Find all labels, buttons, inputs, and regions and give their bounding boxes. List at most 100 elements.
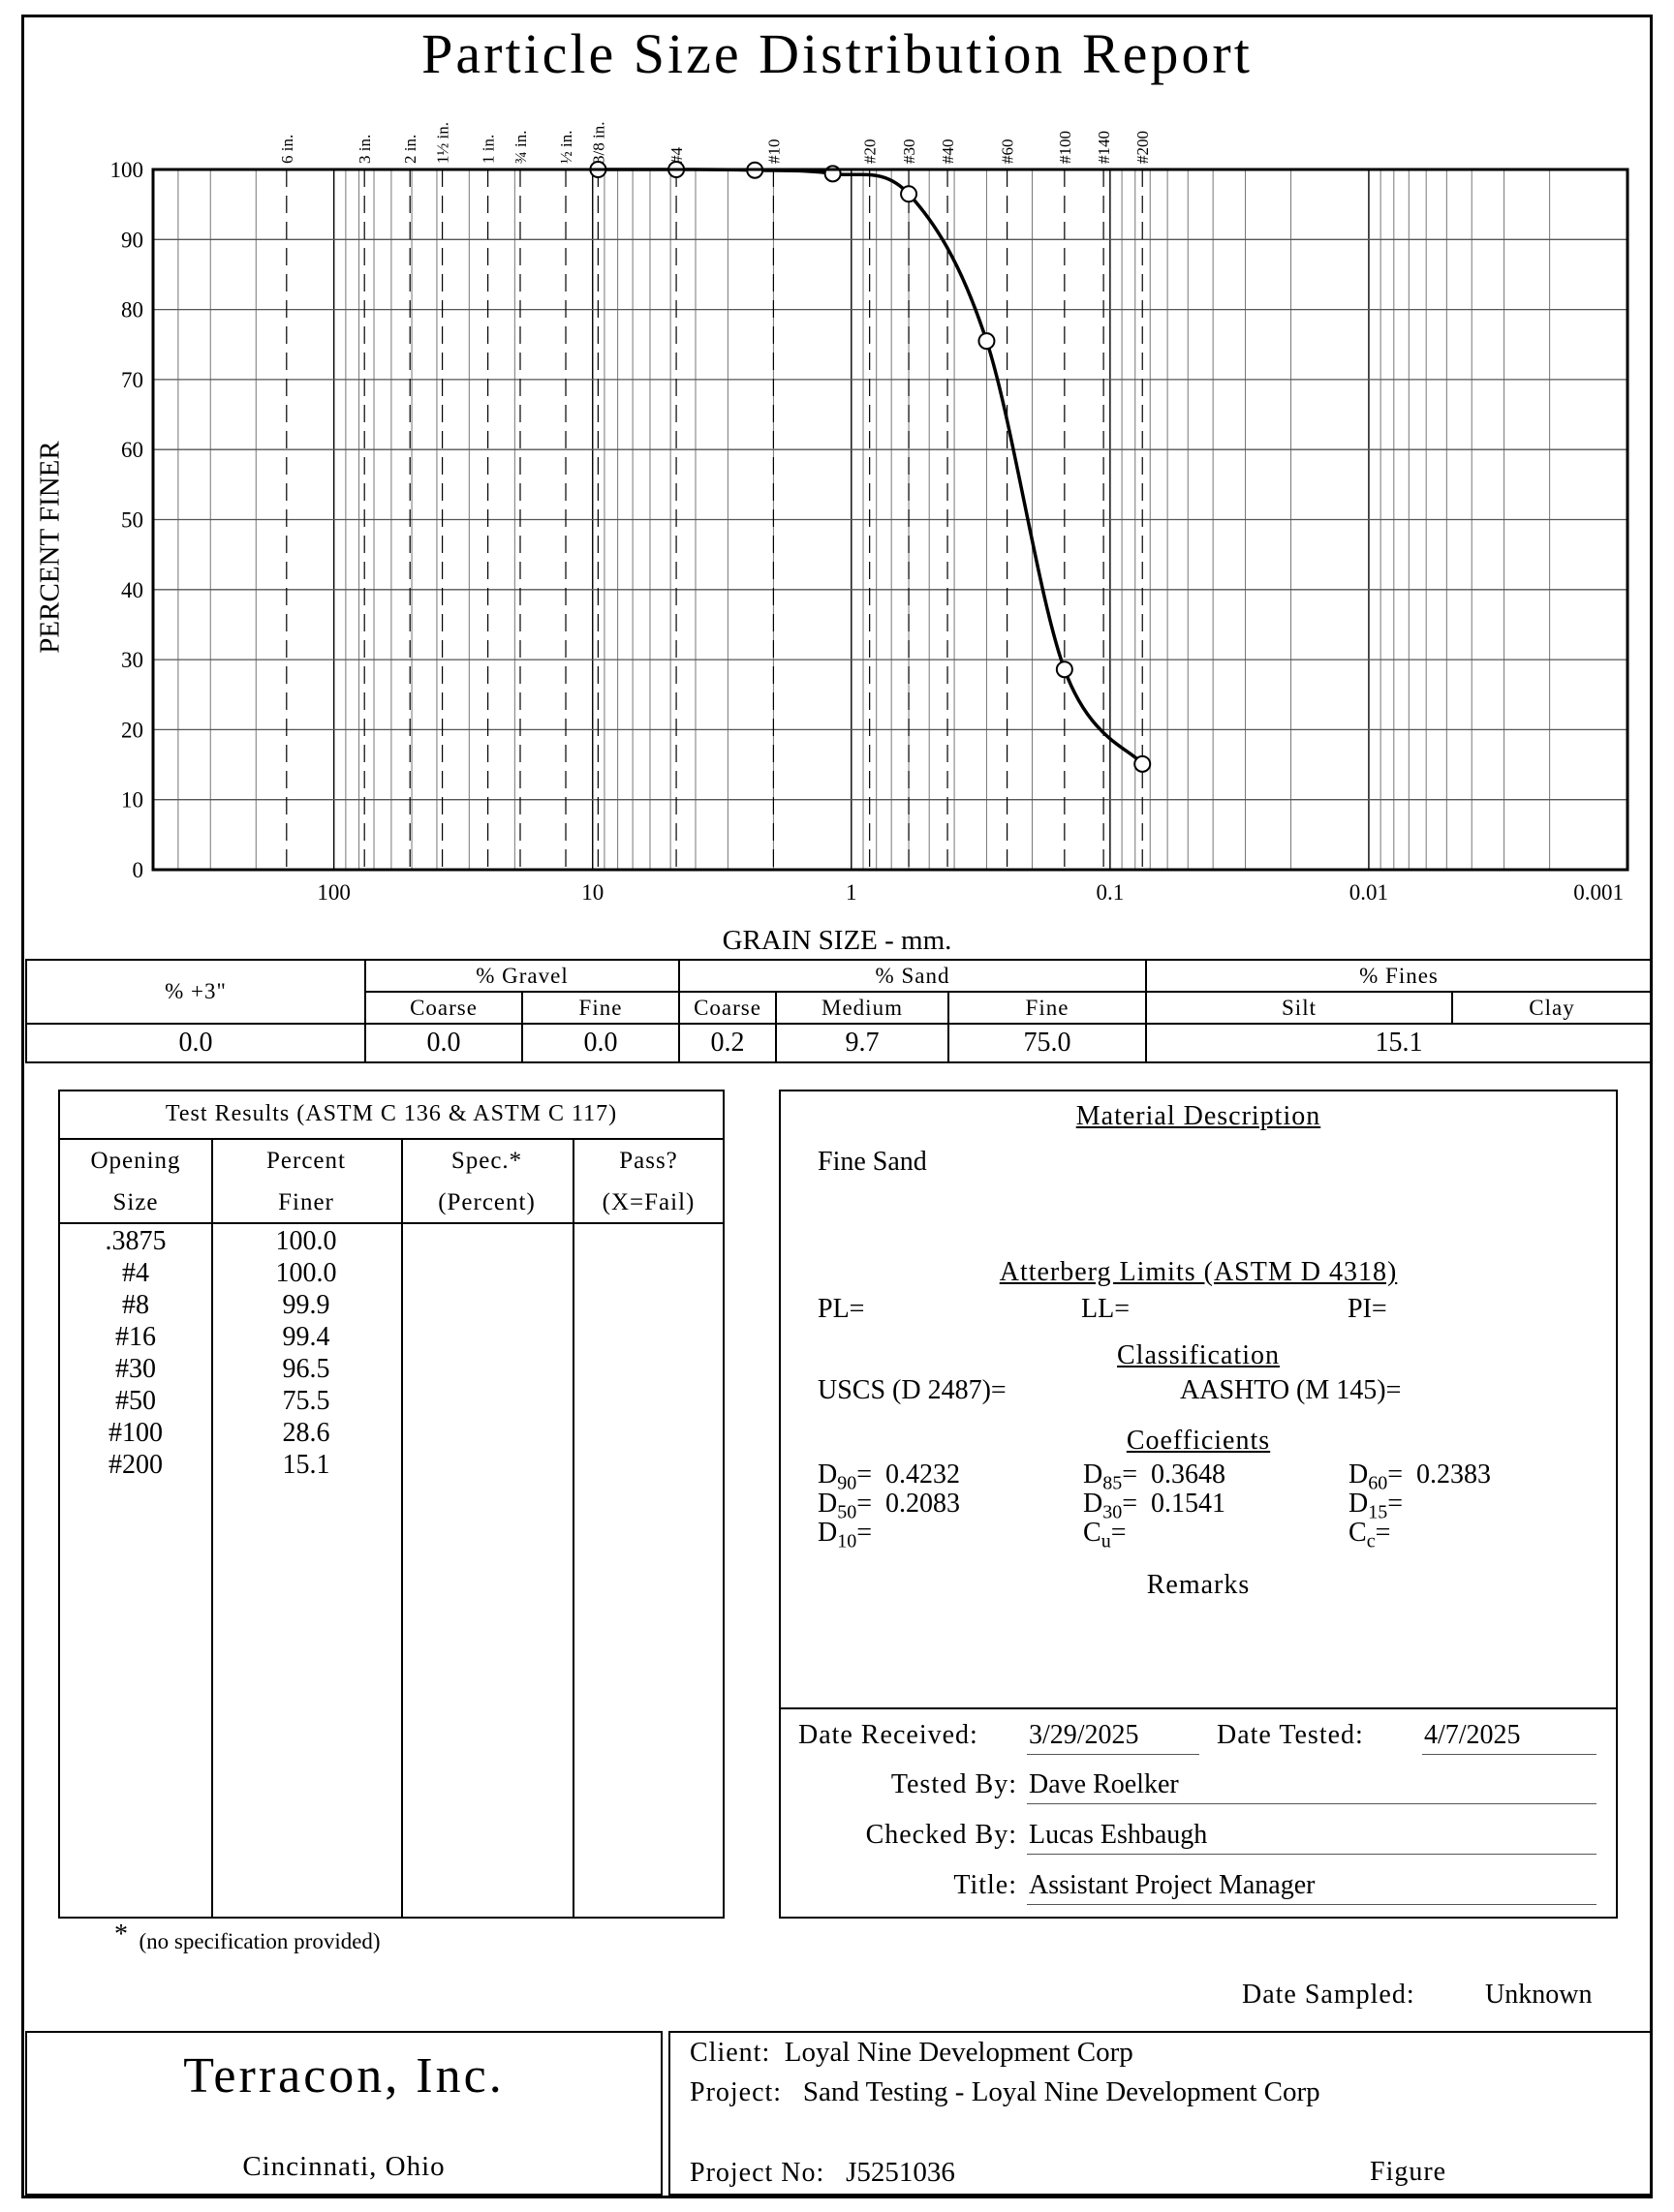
cu-coefficient: Cu= (1083, 1518, 1127, 1552)
spec-footnote: * (no specification provided) (114, 1920, 381, 1954)
fraction-table: % +3" % Gravel % Sand % Fines Coarse Fin… (25, 959, 1653, 1063)
material-description-box: Material Description Fine Sand Atterberg… (779, 1090, 1618, 1919)
tested-by-value: Dave Roelker (1029, 1769, 1179, 1799)
footnote-star: * (114, 1920, 128, 1950)
d50-value: 0.2083 (885, 1489, 961, 1519)
data-point (1133, 754, 1152, 773)
sand-medium-header: Medium (775, 991, 949, 1025)
x-tick-label: 0.001 (1573, 880, 1624, 905)
footnote-text: (no specification provided) (139, 1929, 381, 1953)
company-city: Cincinnati, Ohio (242, 2151, 446, 2182)
ll-label: LL= (1081, 1294, 1130, 1324)
report-title: Particle Size Distribution Report (421, 22, 1253, 85)
sieve-label: #20 (861, 139, 880, 165)
y-tick-label: 20 (121, 718, 143, 742)
date-sampled-value: Unknown (1485, 1980, 1593, 2010)
x-tick-label: 100 (317, 880, 351, 905)
sand-header: % Sand (678, 959, 1147, 993)
project-no-value: J5251036 (846, 2157, 955, 2188)
sand-coarse-header: Coarse (678, 991, 777, 1025)
sieve-label: #60 (999, 139, 1017, 165)
signature-divider (781, 1707, 1616, 1709)
sieve-label: ½ in. (557, 131, 575, 164)
table-row-finer: 75.5 (282, 1386, 330, 1416)
table-row-finer: 100.0 (275, 1226, 337, 1256)
y-tick-label: 100 (110, 158, 144, 182)
project-no-label: Project No: (690, 2158, 825, 2188)
d50-coefficient: D50= 0.2083 (818, 1489, 961, 1523)
project-label: Project: (690, 2077, 783, 2107)
sand-medium-value: 9.7 (775, 1023, 949, 1063)
d30-coefficient: D30= 0.1541 (1083, 1489, 1226, 1523)
sieve-label: 1 in. (480, 135, 498, 164)
sieve-label: ¾ in. (512, 131, 530, 164)
data-point (977, 332, 996, 351)
d30-value: 0.1541 (1151, 1489, 1226, 1519)
y-tick-label: 70 (121, 368, 143, 392)
title-label: Title: (953, 1870, 1017, 1900)
grain-size-chart: 6 in. 3 in. 2 in. 1½ in. 1 in. ¾ in. ½ in. 3/8 … (110, 122, 1629, 905)
d85-coefficient: D85= 0.3648 (1083, 1459, 1226, 1494)
table-row-size: #16 (115, 1322, 156, 1352)
company-box: Terracon, Inc. Cincinnati, Ohio (25, 2031, 663, 2196)
table-row-finer: 99.9 (282, 1290, 330, 1320)
date-tested-line (1422, 1754, 1596, 1755)
col-percent-finer-header: Percent Finer (266, 1148, 346, 1215)
checked-by-value: Lucas Eshbaugh (1029, 1820, 1208, 1850)
aashto-label: AASHTO (M 145)= (1180, 1375, 1402, 1405)
sieve-label: #10 (764, 139, 783, 165)
x-axis-label: GRAIN SIZE - mm. (722, 925, 952, 956)
figure-label: Figure (1370, 2157, 1447, 2187)
table-row-size: #4 (122, 1258, 149, 1288)
plot-area-border (151, 168, 1629, 872)
column-header-divider (60, 1222, 723, 1224)
clay-header: Clay (1451, 991, 1653, 1025)
sieve-label: #100 (1056, 131, 1074, 164)
y-tick-label: 90 (121, 228, 143, 252)
date-sampled-label: Date Sampled: (1242, 1980, 1415, 2010)
date-tested-label: Date Tested: (1217, 1720, 1364, 1750)
sieve-label: #4 (667, 147, 686, 165)
silt-header: Silt (1145, 991, 1453, 1025)
col-opening-size-header: Opening Size (90, 1148, 181, 1215)
d90-coefficient: D90= 0.4232 (818, 1459, 961, 1494)
y-axis-label: PERCENT FINER (34, 441, 66, 654)
gravel-header: % Gravel (364, 959, 680, 993)
remarks-header: Remarks (1146, 1570, 1251, 1600)
y-tick-label: 0 (133, 858, 144, 882)
y-tick-label: 60 (121, 438, 143, 462)
date-tested-value: 4/7/2025 (1424, 1720, 1521, 1750)
d60-coefficient: D60= 0.2383 (1348, 1459, 1492, 1494)
tested-by-label: Tested By: (890, 1769, 1017, 1799)
table-row-size: #8 (122, 1290, 149, 1320)
test-results-header: Test Results (ASTM C 136 & ASTM C 117) (165, 1101, 618, 1126)
d90-value: 0.4232 (885, 1459, 961, 1490)
finer-column: 100.0 100.0 99.9 99.4 96.5 75.5 28.6 15.… (211, 1225, 401, 1481)
sieve-label: #40 (939, 139, 957, 165)
atterberg-header: Atterberg Limits (ASTM D 4318) (999, 1257, 1398, 1287)
sieve-label: 3/8 in. (589, 122, 607, 164)
gravel-fine-value: 0.0 (521, 1023, 680, 1063)
project-box: Client: Loyal Nine Development Corp Proj… (668, 2031, 1653, 2196)
title-block: Terracon, Inc. Cincinnati, Ohio Client: … (25, 2031, 1653, 2196)
plus3-value: 0.0 (25, 1023, 366, 1063)
y-tick-label: 80 (121, 298, 143, 323)
table-row-size: #200 (108, 1450, 163, 1480)
uscs-label: USCS (D 2487)= (818, 1375, 1007, 1405)
sieve-label: #140 (1095, 131, 1113, 164)
sand-fine-value: 75.0 (947, 1023, 1147, 1063)
table-row-finer: 100.0 (275, 1258, 337, 1288)
gravel-coarse-header: Coarse (364, 991, 523, 1025)
report-frame (21, 15, 1653, 2198)
sand-fine-header: Fine (947, 991, 1147, 1025)
table-row-size: #100 (108, 1418, 163, 1448)
table-row-finer: 15.1 (282, 1450, 330, 1480)
cc-coefficient: Cc= (1348, 1518, 1391, 1552)
d15-coefficient: D15= (1348, 1489, 1404, 1523)
column-divider (573, 1138, 574, 1917)
sieve-label: 6 in. (278, 135, 296, 164)
table-row-size: #50 (115, 1386, 156, 1416)
plus3-header: % +3" (25, 959, 366, 1025)
col-spec-header: Spec.* (Percent) (438, 1148, 536, 1215)
x-tick-label: 1 (846, 880, 857, 905)
